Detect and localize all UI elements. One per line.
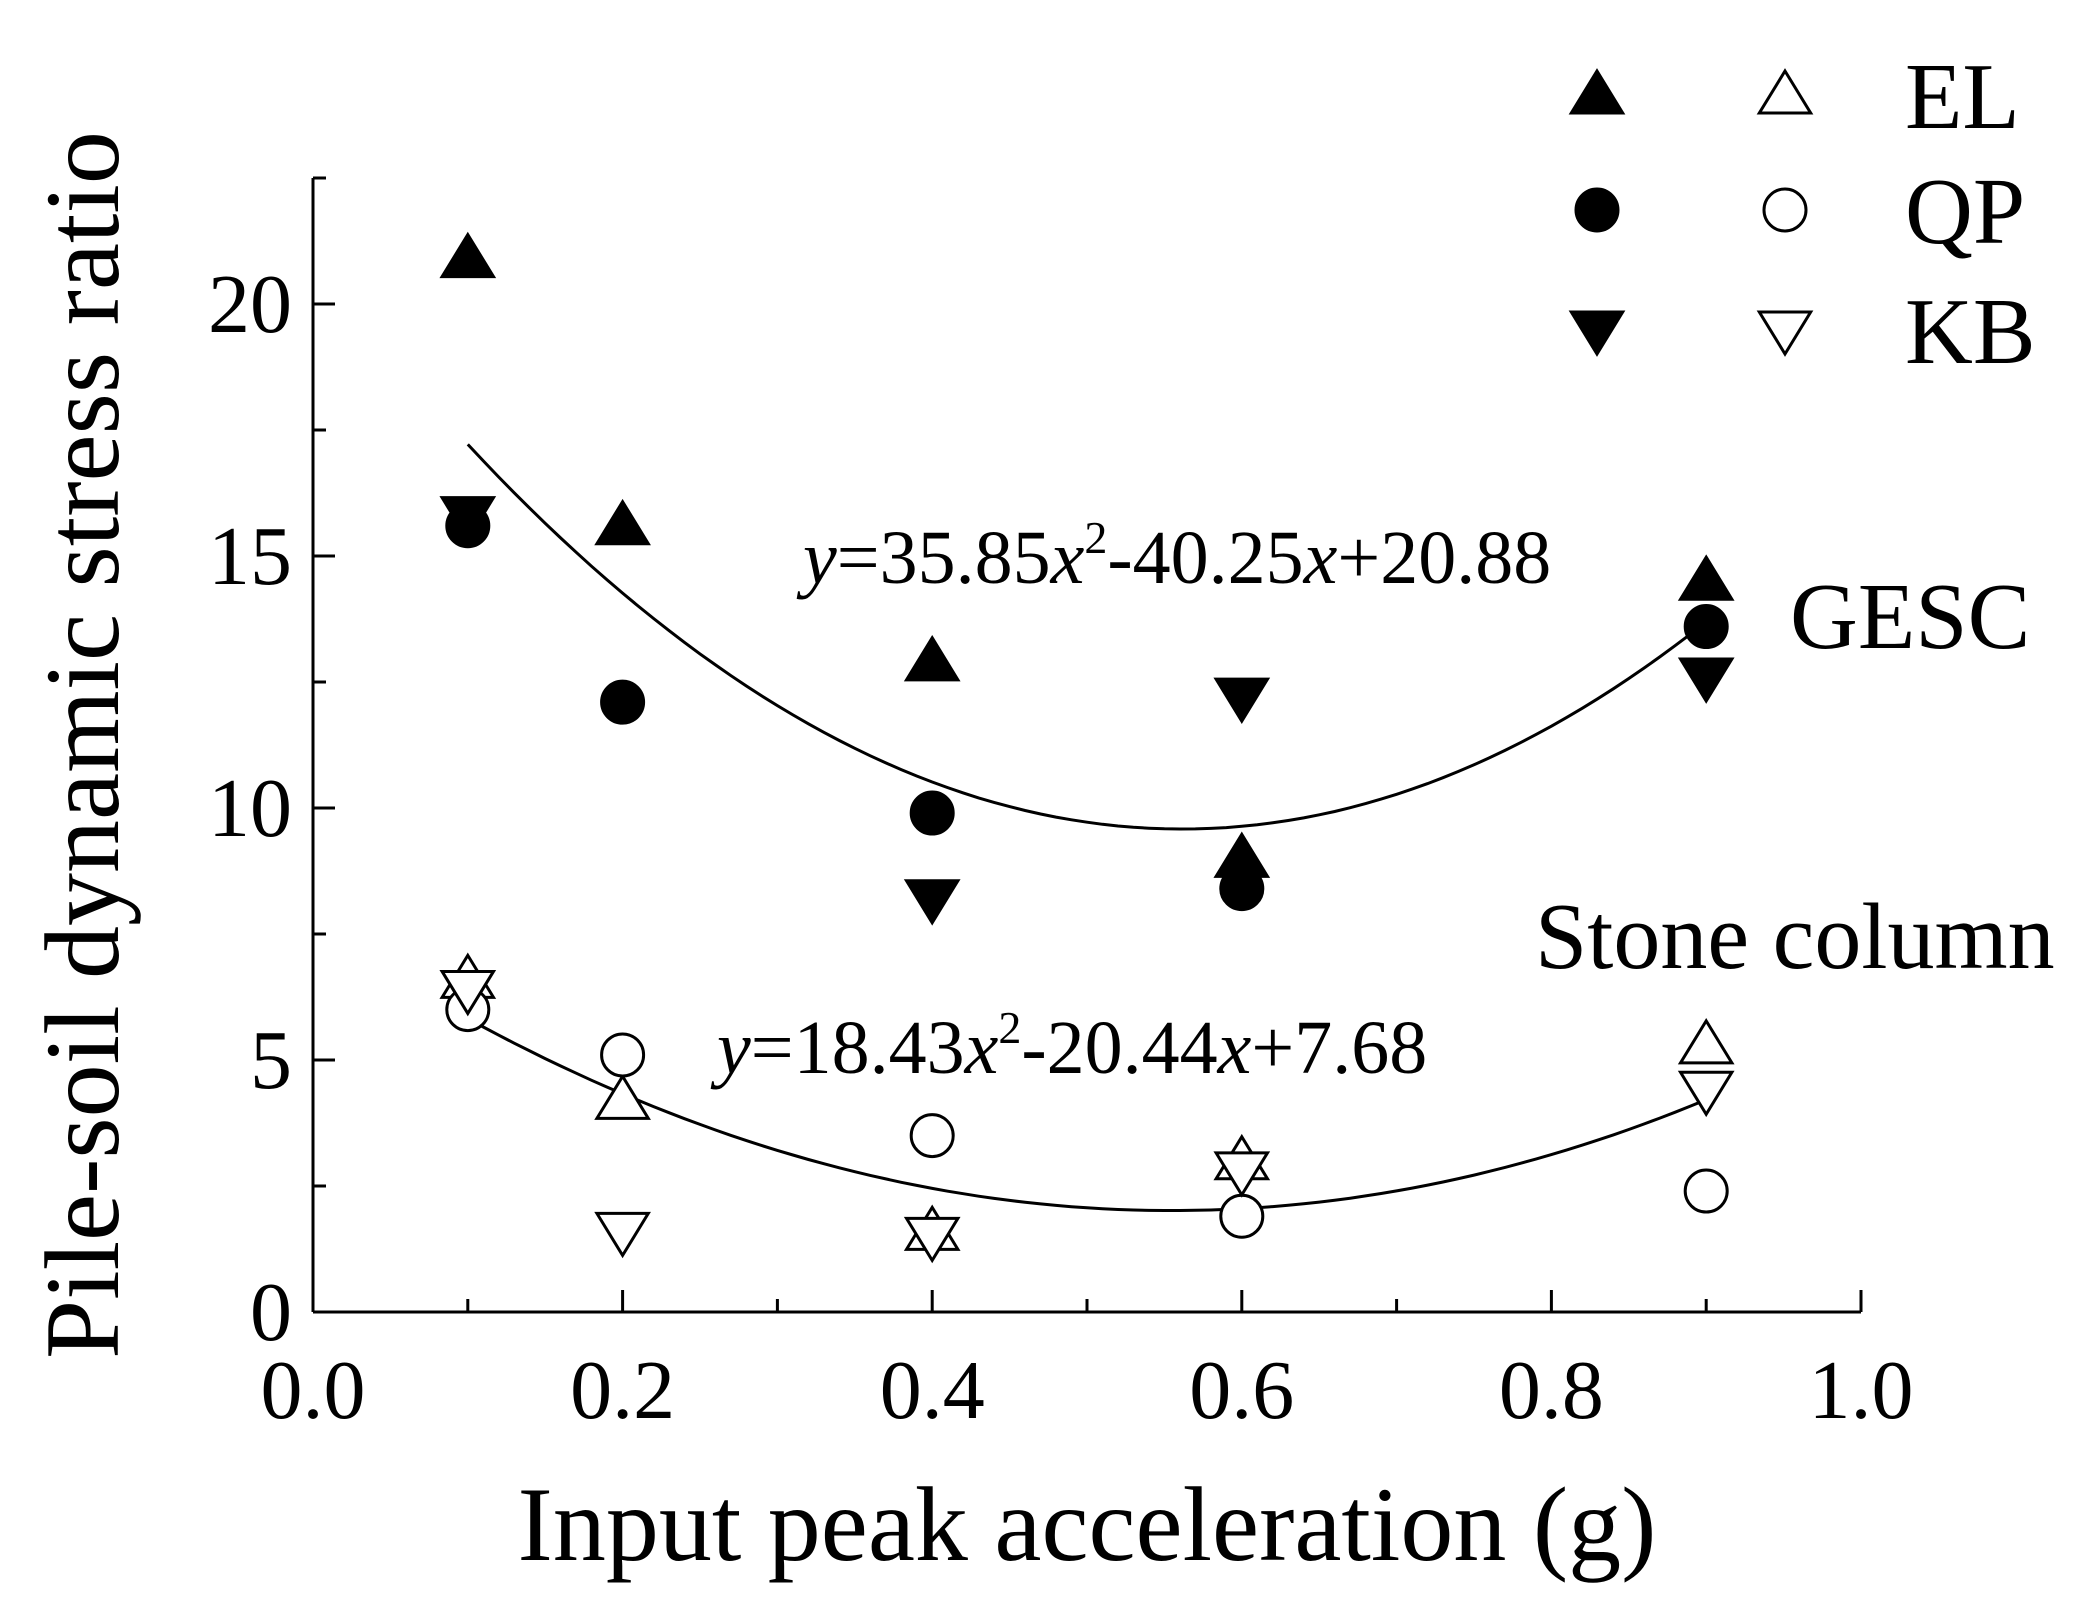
group-label-gesc: GESC [1790,565,2030,669]
x-tick-label: 0.2 [570,1344,675,1437]
legend-marker-circle-filled [1574,187,1620,233]
x-tick-label: 1.0 [1809,1344,1914,1437]
marker-triangle-up-filled [903,634,961,682]
fit-curve-stone-column [467,1017,1707,1212]
marker-triangle-down-open [903,1216,961,1264]
y-tick-label: 0 [250,1266,292,1359]
y-tick-label: 5 [250,1014,292,1107]
marker-triangle-down-filled [1677,657,1735,704]
x-axis-label: Input peak acceleration (g) [518,1466,1657,1583]
marker-circle-filled [1683,604,1729,650]
x-tick-label: 0.6 [1189,1344,1294,1437]
marker-triangle-down-open [594,1211,651,1259]
marker-circle-open [909,1113,955,1159]
y-tick-label: 20 [208,258,292,351]
group-label-stone-column: Stone column [1535,885,2055,989]
fit-equation-gesc: y=35.85x2-40.25x+20.88 [796,512,1551,600]
marker-circle-open [600,1032,646,1078]
legend-label-qp: QP [1905,160,2025,264]
x-tick-label: 0.8 [1499,1344,1604,1437]
legend-marker-triangle-up-open [1756,68,1814,115]
fit-curve-gesc [466,443,1708,831]
marker-triangle-down-open [439,969,497,1017]
y-tick-label: 10 [208,762,292,855]
legend-label-kb: KB [1905,280,2036,384]
marker-triangle-down-open [1677,1070,1735,1118]
marker-circle-filled [1219,866,1265,912]
marker-triangle-up-open [1677,1018,1735,1065]
marker-triangle-down-open [1213,1151,1271,1198]
legend-label-el: EL [1905,45,2020,149]
y-axis-label: Pile-soil dynamic stress ratio [24,131,141,1359]
y-axis-ticks: 0 5 10 15 20 [208,176,335,1359]
marker-circle-open [1683,1168,1729,1214]
marker-triangle-up-filled [439,231,497,279]
x-tick-label: 0.0 [261,1344,366,1437]
y-tick-label: 15 [208,510,292,603]
x-tick-label: 0.4 [880,1344,985,1437]
legend-marker-triangle-up-filled [1568,68,1626,115]
marker-triangle-down-filled [439,496,497,543]
legend-marker-triangle-down-filled [1568,310,1626,357]
legend: EL QP KB [1568,45,2036,384]
marker-triangle-up-filled [594,498,651,546]
marker-triangle-down-filled [903,879,961,926]
marker-triangle-up-filled [1677,554,1735,601]
marker-triangle-down-filled [1213,677,1271,724]
marker-circle-filled [600,679,646,725]
legend-marker-circle-open [1762,187,1808,233]
marker-triangle-up-open [594,1073,651,1120]
x-axis-ticks: 0.0 0.2 0.4 0.6 0.8 1.0 [261,1290,1914,1437]
legend-markers [1568,68,1814,357]
marker-circle-open [1219,1193,1265,1239]
data-markers [439,231,1735,1264]
legend-marker-triangle-down-open [1756,310,1814,357]
fit-equation-stone-column: y=18.43x2-20.44x+7.68 [710,1002,1427,1090]
marker-circle-filled [909,790,955,836]
